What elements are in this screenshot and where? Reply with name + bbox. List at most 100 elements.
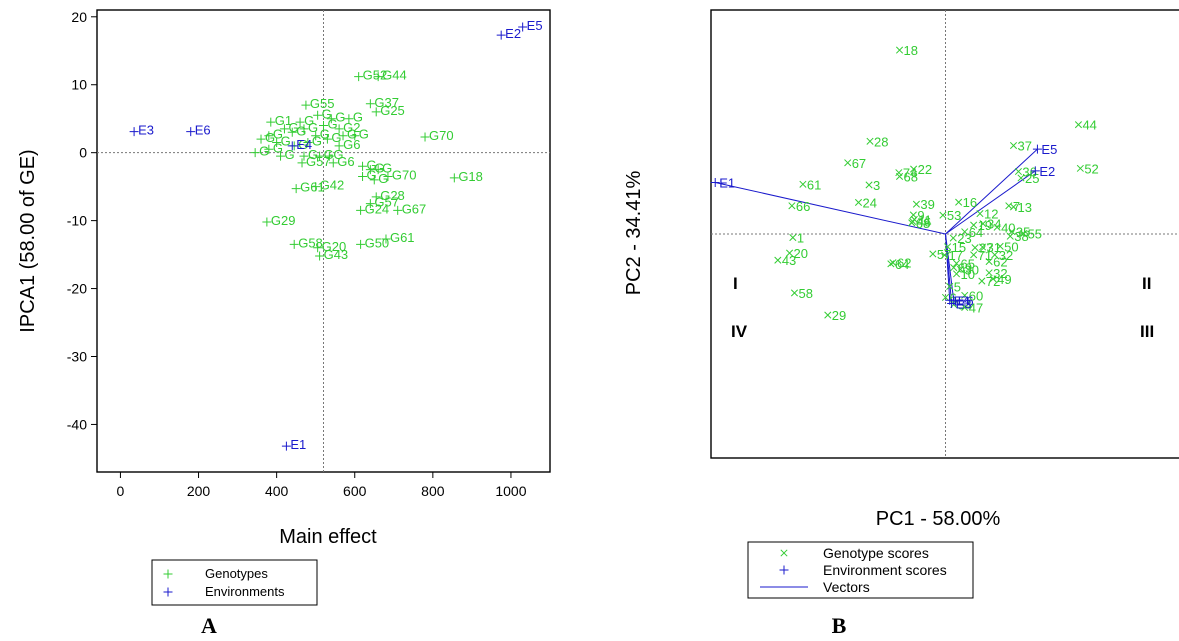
chart-b-genotype-point (865, 181, 873, 189)
chart-b-genotype-point (950, 264, 958, 272)
chart-b-genotype-label: 24 (863, 195, 877, 210)
chart-b-genotype-point (978, 243, 987, 251)
chart-a-genotype-label: G44 (382, 68, 407, 83)
chart-b-genotype-label: 5 (954, 279, 961, 294)
chart-a-genotype-label: G52 (363, 68, 388, 83)
chart-b-legend-vectors: Vectors (823, 579, 870, 595)
chart-b-genotype-label: 29 (832, 308, 846, 323)
chart-b-genotype-label: 9 (917, 208, 924, 223)
chart-b-genotype-point (1008, 227, 1016, 236)
chart-b-genotype-label: 55 (1028, 227, 1042, 242)
chart-a-genotype-label: G (382, 161, 392, 176)
chart-a-genotype-point (291, 184, 301, 194)
chart-a-genotype-label: G (353, 110, 363, 125)
chart-b-genotype-point (774, 256, 782, 264)
chart-b-genotype-point (790, 289, 799, 297)
chart-a-environment-point (518, 22, 528, 32)
chart-a-genotype-label: G55 (310, 96, 335, 111)
chart-a-x-axis-label: Main effect (279, 526, 377, 548)
chart-b-genotype-point (1006, 232, 1014, 240)
chart-b-quadrant-label-iv: IV (731, 322, 748, 341)
chart-b-environment-point (947, 298, 957, 308)
chart-b-genotype-label: 61 (807, 177, 821, 192)
panel-label-a: A (201, 613, 217, 638)
chart-a-y-tick-label: -10 (67, 213, 87, 229)
chart-a-genotype-label: G (335, 110, 345, 125)
chart-a-legend-genotypes: Genotypes (205, 566, 268, 581)
chart-b-environment-label: E4 (954, 293, 970, 308)
chart-b-legend-genotype-symbol (780, 549, 788, 557)
chart-b-genotype-point (789, 234, 797, 242)
chart-b-environment-label: E2 (1039, 164, 1055, 179)
chart-a-genotype-point (356, 239, 366, 249)
chart-a-legend: Genotypes Environments (151, 559, 318, 606)
chart-a-environment-label: E6 (195, 123, 211, 138)
chart-a-genotype-label: G (304, 113, 314, 128)
chart-a-x-tick-label: 1000 (495, 483, 526, 499)
chart-a-genotype-point (301, 100, 311, 110)
chart-a-legend-genotypes-marker (163, 569, 173, 579)
chart-a-genotype-point (264, 131, 274, 141)
chart-b-genotype-label: 20 (794, 246, 808, 261)
chart-b-genotype-point (887, 260, 895, 268)
chart-a-genotype-label: G61 (390, 230, 415, 245)
chart-b-environment-label: E6 (958, 293, 974, 308)
chart-b-genotype-point (929, 250, 937, 258)
chart-b-genotype-label: 36 (1022, 165, 1036, 180)
chart-b-genotype-point (788, 202, 796, 210)
chart-b-genotype-point (910, 165, 918, 173)
chart-a-environment-point (496, 30, 506, 40)
chart-a-genotype-point (358, 161, 368, 171)
chart-b-genotype-point (939, 211, 947, 219)
chart-a-x-tick-label: 400 (265, 483, 289, 499)
chart-b-genotype-label: 30 (965, 262, 979, 277)
chart-b-genotype-point (952, 270, 961, 278)
chart-b-legend-environment-symbol (779, 565, 789, 575)
chart-a-genotype-label: G1 (275, 113, 292, 128)
chart-b-genotype-label: 74 (903, 166, 917, 181)
chart-b-genotype-point (895, 46, 904, 54)
chart-b-genotype-point (895, 172, 904, 180)
chart-b-genotype-point (866, 137, 874, 145)
chart-b-genotype-label: 31 (987, 240, 1001, 255)
chart-a-genotype-point (371, 192, 381, 202)
chart-b-genotype-point (985, 257, 993, 266)
chart-a-genotype-point (315, 251, 325, 261)
chart-a-genotype-label: G (367, 167, 377, 182)
chart-a-genotype-label: G (320, 127, 330, 142)
chart-b-genotype-point (1005, 202, 1013, 210)
chart-b-quadrant-label-iii: III (1140, 322, 1154, 341)
chart-a-y-tick-label: 20 (71, 9, 87, 25)
chart-a-environment-point (186, 127, 196, 137)
chart-b-genotype-label: 53 (947, 208, 961, 223)
chart-a-genotype-label: G (333, 147, 343, 162)
chart-a-reference-lines (97, 10, 550, 472)
chart-a-genotype-label: G (281, 133, 291, 148)
chart-a-genotype-label: G24 (365, 201, 390, 216)
chart-a-genotype-point (381, 234, 391, 244)
chart-b-genotype-point (989, 275, 997, 283)
chart-a-y-tick-label: -40 (67, 416, 87, 432)
chart-a-genotype-label: G (324, 147, 334, 162)
chart-a-genotype-point (289, 239, 299, 249)
chart-b-genotype-label: 62 (993, 255, 1007, 270)
chart-a-genotype-label: G6 (343, 137, 360, 152)
chart-a-genotype-label: G (374, 161, 384, 176)
chart-a-genotype-point (365, 99, 375, 109)
chart-b-genotype-label: 7 (1013, 199, 1020, 214)
chart-a-genotype-point (264, 144, 274, 154)
chart-a-genotype-point (276, 151, 286, 161)
chart-a-genotype-point (338, 131, 348, 141)
chart-b-genotype-point (912, 200, 920, 208)
chart-a-genotype-point (334, 141, 344, 151)
chart-a-genotype-point (315, 151, 325, 161)
chart-a-legend-environments-marker (163, 587, 173, 597)
chart-a-genotype-label: G (367, 157, 377, 172)
chart-a-genotype-point (303, 137, 313, 147)
chart-a-genotype-label: G (273, 127, 283, 142)
chart-a-genotype-label: G18 (458, 169, 483, 184)
chart-a-genotype-point (313, 243, 323, 253)
chart-a-genotype-point (356, 205, 366, 215)
